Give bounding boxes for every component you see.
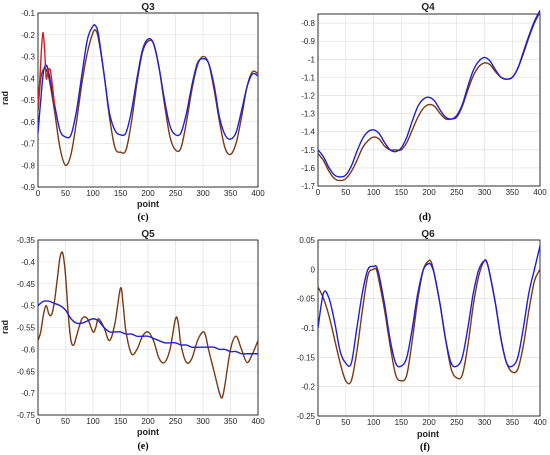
x-tick-label: 350 xyxy=(224,189,238,198)
x-tick-label: 50 xyxy=(341,418,350,427)
y-tick-label: -0.4 xyxy=(21,74,35,83)
x-tick-label: 300 xyxy=(478,188,492,197)
x-axis-label-q6: point xyxy=(417,429,439,439)
x-tick-label: 250 xyxy=(450,418,464,427)
series-line-1 xyxy=(317,10,541,178)
x-tick-label: 150 xyxy=(114,417,128,426)
x-tick-label: 300 xyxy=(478,418,492,427)
y-tick-label: -0.45 xyxy=(17,280,36,289)
y-tick-label: -0.65 xyxy=(17,367,36,376)
x-tick-label: 0 xyxy=(316,418,321,427)
series-line-1 xyxy=(317,245,541,368)
y-tick-label: -1.7 xyxy=(301,182,315,191)
y-tick-label: -0.3 xyxy=(21,53,35,62)
x-tick-label: 150 xyxy=(395,418,409,427)
x-tick-label: 150 xyxy=(395,188,409,197)
y-tick-label: -0.35 xyxy=(17,236,36,245)
y-tick-label: 0.05 xyxy=(299,236,315,245)
y-tick-label: -1.5 xyxy=(301,146,315,155)
y-tick-label: -0.4 xyxy=(21,258,35,267)
x-tick-label: 0 xyxy=(36,417,41,426)
y-tick-label: -0.05 xyxy=(297,295,316,304)
panel-caption-d: (d) xyxy=(419,212,431,223)
x-tick-label: 400 xyxy=(533,188,547,197)
plot-border xyxy=(37,239,259,416)
y-tick-label: -0.8 xyxy=(301,19,315,28)
series-line-1 xyxy=(37,23,259,140)
chart-title-q5: Q5 xyxy=(141,229,155,240)
x-tick-label: 100 xyxy=(86,189,100,198)
y-tick-label: -1 xyxy=(308,55,316,64)
series-line-0 xyxy=(37,251,259,399)
x-tick-label: 100 xyxy=(367,188,381,197)
y-tick-label: 0 xyxy=(311,265,316,274)
series-line-2 xyxy=(37,31,56,105)
y-tick-label: -0.75 xyxy=(17,411,36,420)
x-tick-label: 300 xyxy=(196,189,210,198)
y-tick-label: -1.6 xyxy=(301,164,315,173)
x-tick-label: 250 xyxy=(169,417,183,426)
panel-q4: Q4 (d) 0 50 100 150 200 250 300 350 400 -0.8 -0.9 -… xyxy=(301,2,547,223)
x-tick-label: 100 xyxy=(86,417,100,426)
panel-q3: Q3 rad point (c) 0 50 100 150 200 250 300 350 40… xyxy=(0,2,265,223)
y-tick-label: -0.6 xyxy=(21,118,35,127)
panel-caption-f: (f) xyxy=(420,442,430,453)
y-tick-label: -0.6 xyxy=(21,345,35,354)
x-tick-label: 400 xyxy=(533,418,547,427)
x-tick-label: 100 xyxy=(367,418,381,427)
chart-title-q6: Q6 xyxy=(421,229,435,240)
y-tick-label: -0.8 xyxy=(21,161,35,170)
chart-title-q4: Q4 xyxy=(421,2,435,13)
x-tick-label: 400 xyxy=(251,417,265,426)
panel-caption-e: (e) xyxy=(137,441,148,452)
x-tick-label: 200 xyxy=(422,418,436,427)
y-tick-label: -0.7 xyxy=(21,389,35,398)
x-tick-label: 200 xyxy=(141,189,155,198)
y-axis-label-q5: rad xyxy=(0,320,10,334)
y-tick-label: -0.5 xyxy=(21,96,35,105)
x-tick-label: 50 xyxy=(61,189,70,198)
y-tick-label: -0.9 xyxy=(301,37,315,46)
x-tick-label: 150 xyxy=(114,189,128,198)
y-tick-label: -0.1 xyxy=(301,324,315,333)
x-axis-label-q5: point xyxy=(137,427,159,437)
x-tick-label: 350 xyxy=(506,418,520,427)
x-tick-label: 200 xyxy=(141,417,155,426)
y-tick-label: -0.15 xyxy=(297,353,316,362)
x-tick-label: 0 xyxy=(36,189,41,198)
series-line-1 xyxy=(37,300,258,355)
x-tick-label: 50 xyxy=(341,188,350,197)
y-tick-label: -0.2 xyxy=(301,383,315,392)
y-tick-label: -0.1 xyxy=(21,9,35,18)
panel-q5: Q5 rad point (e) 0 50 100 150 200 250 300 350 40… xyxy=(0,229,265,452)
y-tick-label: -0.25 xyxy=(297,412,316,421)
y-tick-label: -1.3 xyxy=(301,110,315,119)
plot-border xyxy=(317,13,541,187)
y-axis-label-q3: rad xyxy=(0,91,10,105)
x-tick-label: 350 xyxy=(224,417,238,426)
x-tick-label: 400 xyxy=(251,189,265,198)
y-tick-label: -1.1 xyxy=(301,73,315,82)
y-tick-label: -0.9 xyxy=(21,183,35,192)
x-tick-label: 350 xyxy=(506,188,520,197)
y-tick-label: -0.7 xyxy=(21,140,35,149)
y-tick-label: -0.55 xyxy=(17,324,36,333)
y-tick-label: -1.4 xyxy=(301,128,315,137)
x-axis-label-q3: point xyxy=(137,199,159,209)
x-tick-label: 0 xyxy=(316,188,321,197)
x-tick-label: 200 xyxy=(422,188,436,197)
panel-q6: Q6 point (f) 0 50 100 150 200 250 300 350 400 0.0… xyxy=(297,229,547,453)
x-tick-label: 300 xyxy=(196,417,210,426)
y-tick-label: -1.2 xyxy=(301,91,315,100)
chart-title-q3: Q3 xyxy=(141,2,155,13)
y-tick-label: -0.5 xyxy=(21,302,35,311)
panel-caption-c: (c) xyxy=(137,212,148,223)
x-tick-label: 250 xyxy=(169,189,183,198)
x-tick-label: 250 xyxy=(450,188,464,197)
y-tick-label: -0.2 xyxy=(21,31,35,40)
x-tick-label: 50 xyxy=(61,417,70,426)
